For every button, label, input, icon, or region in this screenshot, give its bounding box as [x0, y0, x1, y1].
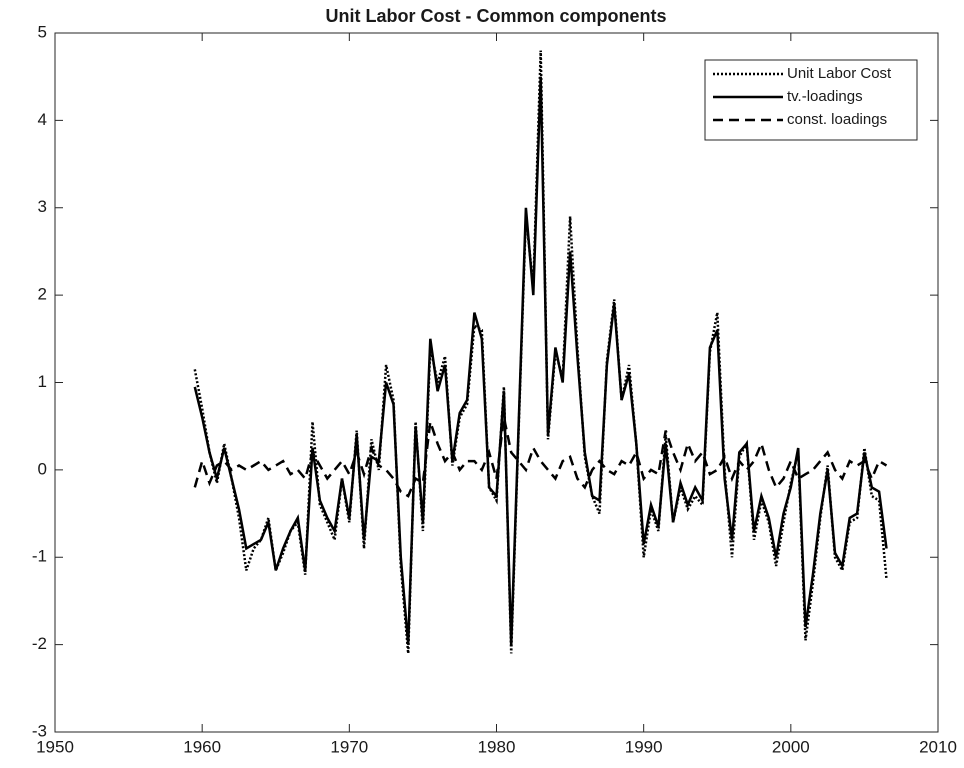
legend-label: tv.-loadings	[787, 88, 863, 105]
y-tick-label: 3	[38, 197, 47, 216]
series-line	[193, 417, 888, 498]
y-tick-label: 0	[38, 459, 47, 478]
y-tick-label: 4	[38, 110, 47, 129]
chart-title: Unit Labor Cost - Common components	[326, 6, 667, 26]
y-tick-label: 5	[38, 22, 47, 41]
x-tick-label: 1960	[183, 737, 221, 756]
series-line	[193, 76, 888, 645]
y-tick-label: -2	[32, 634, 47, 653]
x-tick-label: 1980	[478, 737, 516, 756]
x-tick-label: 1950	[36, 737, 74, 756]
y-tick-label: 1	[38, 372, 47, 391]
y-tick-label: -1	[32, 547, 47, 566]
x-tick-label: 2010	[919, 737, 957, 756]
legend-label: const. loadings	[787, 111, 887, 128]
x-tick-label: 2000	[772, 737, 810, 756]
x-tick-label: 1970	[330, 737, 368, 756]
y-tick-label: 2	[38, 285, 47, 304]
series-line	[193, 50, 888, 654]
y-tick-label: -3	[32, 721, 47, 740]
legend-box	[704, 59, 918, 141]
legend-label: Unit Labor Cost	[787, 65, 892, 82]
x-tick-label: 1990	[625, 737, 663, 756]
